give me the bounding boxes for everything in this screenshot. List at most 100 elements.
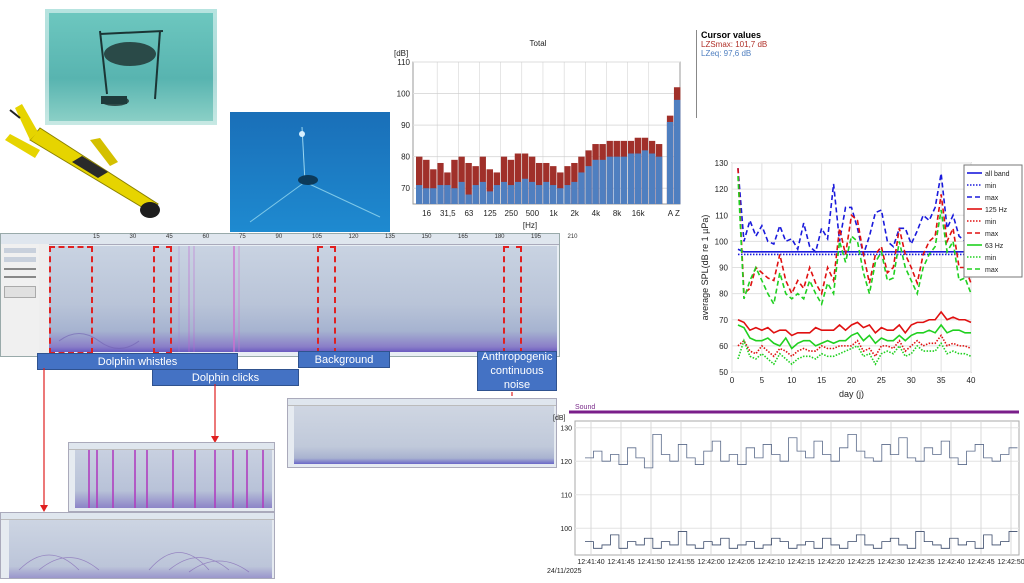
- bar-lzeq: [564, 185, 571, 204]
- bar-lzsmax: [507, 159, 515, 204]
- line-series-4: [737, 333, 972, 358]
- bar-lzsmax: [416, 156, 423, 204]
- dolphin-whistles-label: Dolphin whistles: [37, 353, 238, 370]
- line-series-6: [737, 323, 971, 350]
- bar-lzeq: [430, 188, 437, 204]
- bar-chart-xtick: A: [668, 209, 674, 218]
- bar-lzeq: [599, 159, 606, 204]
- line-chart-xtick: 20: [847, 376, 856, 385]
- bar-chart-xtick: 8k: [613, 209, 622, 218]
- sound-chart-ytick: 120: [560, 459, 572, 466]
- line-series-7: [737, 338, 972, 366]
- bar-lzsmax: [437, 162, 444, 204]
- sound-series-upper: [585, 434, 1018, 469]
- bar-lzeq: [458, 181, 465, 204]
- bar-lzeq: [578, 172, 585, 204]
- sound-chart-xtick: 12:42:45: [967, 559, 994, 566]
- bar-lzsmax: [423, 159, 430, 204]
- sound-chart-xtick: 12:42:20: [817, 559, 844, 566]
- line-series-2: [737, 168, 971, 258]
- bar-lzeq: [641, 150, 649, 204]
- legend-label: 63 Hz: [985, 243, 1004, 250]
- line-chart-ytick: 100: [715, 237, 729, 246]
- line-series-5: [737, 168, 972, 296]
- bar-lzeq: [620, 156, 628, 204]
- bar-chart-ytick: 70: [401, 184, 410, 193]
- spectrogram-tick-label: 195: [531, 234, 542, 240]
- bar-lzsmax: [535, 162, 543, 204]
- bar-lzeq: [486, 191, 493, 204]
- bar-lzeq: [416, 185, 423, 204]
- line-chart-xtick: 35: [937, 376, 946, 385]
- bar-chart-ytick: 90: [401, 121, 410, 130]
- spectrogram-freq-axis: [39, 244, 49, 356]
- background-label: Background: [298, 351, 390, 368]
- spectrogram-tick-label: 150: [421, 234, 432, 240]
- bar-lzsmax: [500, 156, 508, 204]
- sound-chart-xtick: 12:41:45: [607, 559, 634, 566]
- legend-label: max: [985, 231, 999, 238]
- sound-chart-date: 24/11/2025: [547, 568, 582, 575]
- bar-lzsmax: [451, 159, 458, 204]
- bar-lzeq: [666, 121, 674, 204]
- bar-lzeq: [535, 185, 543, 204]
- spectrogram-tick-label: 210: [567, 234, 578, 240]
- line-chart-ytick: 50: [719, 368, 728, 377]
- line-chart-xtick: 25: [877, 376, 886, 385]
- bar-lzeq: [507, 185, 515, 204]
- line-chart-ylabel: average SPL(dB re 1 µPa): [700, 215, 710, 321]
- bar-lzeq: [479, 181, 486, 204]
- bar-chart-title: Total: [530, 39, 547, 48]
- bar-chart-xtick: 4k: [592, 209, 601, 218]
- bar-lzeq: [423, 188, 430, 204]
- bar-lzeq: [550, 185, 557, 204]
- bar-chart-xtick: 2k: [570, 209, 579, 218]
- bar-lzeq: [571, 181, 578, 204]
- line-chart-xtick: 30: [907, 376, 916, 385]
- bar-lzsmax: [486, 169, 493, 204]
- sound-chart-ytick: 100: [560, 526, 572, 533]
- sound-time-series-chart: Sound [dB] 130 120 110 100 12:41:40 12:41:45 12:…: [545, 403, 1024, 577]
- bar-lzsmax: [514, 153, 522, 204]
- bar-lzeq: [521, 178, 529, 204]
- spectrogram-toolbar: 15 30 45 60 75 90 105 120 135 150 165 180 195 210: [1, 234, 578, 245]
- bar-lzeq: [673, 99, 681, 204]
- line-series-0: [737, 248, 971, 253]
- spectrogram-tick-label: 165: [458, 234, 469, 240]
- underwater-mooring-photo: [45, 9, 217, 125]
- bar-chart-ytick: 100: [397, 90, 411, 99]
- bar-lzeq: [542, 181, 550, 204]
- bar-lzeq: [606, 156, 613, 204]
- spectrogram-tick-label: 15: [93, 234, 100, 240]
- bar-chart-xtick: 31,5: [440, 209, 456, 218]
- bar-chart-xtick: Z: [675, 209, 680, 218]
- line-chart-ytick: 120: [715, 185, 729, 194]
- line-chart-xtick: 0: [730, 376, 735, 385]
- bar-chart-xtick: 16k: [632, 209, 646, 218]
- bar-chart-xlabel: [Hz]: [523, 221, 537, 230]
- spectrogram-tick-label: 30: [129, 234, 137, 240]
- bar-chart-xtick: 125: [483, 209, 497, 218]
- sound-chart-xtick: 12:42:40: [937, 559, 964, 566]
- sound-chart-xtick: 12:41:55: [667, 559, 694, 566]
- bar-chart-xtick: 63: [464, 209, 473, 218]
- bar-chart-xtick: 16: [422, 209, 431, 218]
- bar-lzsmax: [528, 156, 536, 204]
- underwater-deployment-photo: [230, 112, 390, 232]
- legend-label: max: [985, 195, 999, 202]
- line-chart-ytick: 80: [719, 290, 728, 299]
- bar-chart-ytick: 80: [401, 153, 410, 162]
- sound-chart-xtick: 12:42:05: [727, 559, 754, 566]
- bar-lzeq: [648, 153, 656, 204]
- sound-chart-xtick: 12:42:10: [757, 559, 784, 566]
- bar-lzeq: [451, 188, 458, 204]
- bar-lzeq: [613, 156, 620, 204]
- sound-chart-xtick: 12:42:35: [907, 559, 934, 566]
- line-series-3: [737, 310, 972, 337]
- line-chart-ytick: 90: [719, 264, 728, 273]
- sound-chart-xtick: 12:41:50: [637, 559, 664, 566]
- spectrogram-tick-label: 105: [312, 234, 323, 240]
- bar-lzsmax: [465, 162, 472, 204]
- octave-band-bar-chart: Total [dB] 110 100 90 80 70 16 31,5 63 125 250 500 1k…: [388, 34, 688, 234]
- bar-chart-svg: Total [dB]110 100 90 80 70 16 31,5 63 125 250 500 1k…: [394, 39, 681, 230]
